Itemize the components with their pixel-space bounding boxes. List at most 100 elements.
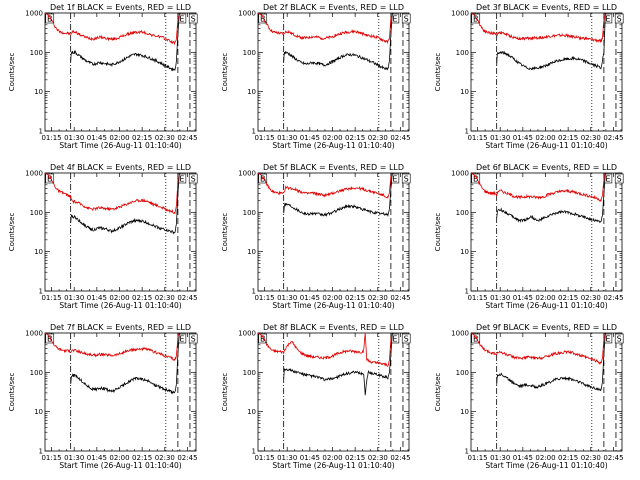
x-tick-label: 02:15 — [345, 294, 365, 302]
y-tick-label: 100 — [30, 369, 43, 377]
x-tick-label: 01:15 — [254, 134, 274, 142]
marker-b: B — [260, 15, 266, 24]
y-tick-label: 10 — [460, 248, 469, 256]
series-lld-red — [258, 13, 394, 45]
chart-title: Det 1f BLACK = Events, RED = LLD — [50, 3, 191, 12]
chart-title: Det 2f BLACK = Events, RED = LLD — [263, 3, 404, 12]
x-tick-label: 01:30 — [277, 134, 297, 142]
x-tick-label: 02:30 — [581, 294, 601, 302]
y-tick-label: 10 — [460, 408, 469, 416]
x-tick-label: 01:15 — [467, 294, 487, 302]
marker-s: S — [617, 175, 622, 184]
series-events-black — [283, 173, 394, 217]
marker-e: E — [392, 175, 397, 184]
x-axis-label: Start Time (26-Aug-11 01:10:40) — [59, 301, 181, 310]
x-tick-label: 01:30 — [64, 294, 84, 302]
y-tick-label: 100 — [243, 209, 256, 217]
marker-box — [614, 173, 624, 184]
y-axis-label: Counts/sec — [8, 373, 16, 412]
marker-b: B — [47, 175, 53, 184]
series-lld-red — [45, 173, 181, 215]
x-tick-label: 02:15 — [132, 134, 152, 142]
x-axis-label: Start Time (26-Aug-11 01:10:40) — [272, 301, 394, 310]
marker-b: B — [47, 335, 53, 344]
y-tick-label: 100 — [456, 49, 469, 57]
x-tick-label: 01:45 — [87, 454, 107, 462]
x-tick-label: 02:15 — [558, 454, 578, 462]
marker-s: S — [191, 335, 196, 344]
x-axis-label: Start Time (26-Aug-11 01:10:40) — [272, 141, 394, 150]
marker-box — [258, 333, 268, 344]
y-tick-label: 1000 — [238, 330, 256, 338]
series-events-black — [70, 333, 181, 395]
y-axis-label: Counts/sec — [434, 373, 442, 412]
x-tick-label: 02:45 — [603, 454, 623, 462]
x-axis-label: Start Time (26-Aug-11 01:10:40) — [485, 301, 607, 310]
x-tick-label: 01:30 — [277, 294, 297, 302]
marker-e: E — [605, 175, 610, 184]
series-lld-red — [45, 13, 181, 46]
y-tick-label: 1000 — [25, 10, 43, 18]
y-axis-label: Counts/sec — [221, 373, 229, 412]
plot-frame — [257, 332, 410, 452]
chart-title: Det 7f BLACK = Events, RED = LLD — [50, 323, 191, 332]
plot-frame — [257, 12, 410, 132]
marker-box — [471, 173, 481, 184]
y-tick-label: 1 — [252, 448, 256, 456]
x-tick-label: 02:00 — [109, 134, 129, 142]
x-tick-label: 01:30 — [490, 134, 510, 142]
x-tick-label: 02:15 — [345, 134, 365, 142]
x-tick-label: 01:45 — [513, 294, 533, 302]
y-tick-label: 1 — [39, 288, 43, 296]
marker-box — [614, 333, 624, 344]
marker-box — [401, 13, 411, 24]
y-tick-label: 1000 — [451, 10, 469, 18]
series-lld-red — [471, 173, 607, 203]
x-tick-label: 02:45 — [603, 294, 623, 302]
y-axis-label: Counts/sec — [221, 213, 229, 252]
chart-title: Det 6f BLACK = Events, RED = LLD — [476, 163, 617, 172]
series-events-black — [283, 13, 394, 71]
x-tick-label: 01:30 — [490, 454, 510, 462]
x-axis-label: Start Time (26-Aug-11 01:10:40) — [485, 141, 607, 150]
marker-box — [45, 333, 55, 344]
marker-s: S — [617, 15, 622, 24]
marker-box — [45, 13, 55, 24]
plot-frame — [470, 172, 623, 292]
y-tick-label: 1 — [39, 128, 43, 136]
series-events-black — [496, 333, 607, 392]
marker-e: E — [392, 15, 397, 24]
marker-e: E — [605, 15, 610, 24]
chart-title: Det 5f BLACK = Events, RED = LLD — [263, 163, 404, 172]
marker-b: B — [260, 335, 266, 344]
x-tick-label: 01:15 — [41, 454, 61, 462]
x-tick-label: 02:15 — [345, 454, 365, 462]
y-tick-label: 1000 — [25, 330, 43, 338]
y-tick-label: 1000 — [238, 10, 256, 18]
series-lld-red — [471, 333, 607, 366]
x-tick-label: 02:45 — [603, 134, 623, 142]
y-tick-label: 100 — [30, 209, 43, 217]
y-tick-label: 100 — [30, 49, 43, 57]
series-lld-red — [45, 333, 181, 362]
series-events-black — [496, 173, 607, 224]
y-tick-label: 10 — [247, 408, 256, 416]
y-tick-label: 1 — [252, 128, 256, 136]
y-tick-label: 1 — [39, 448, 43, 456]
x-axis-label: Start Time (26-Aug-11 01:10:40) — [272, 461, 394, 470]
chart-title: Det 9f BLACK = Events, RED = LLD — [476, 323, 617, 332]
y-tick-label: 100 — [243, 49, 256, 57]
plot-frame — [470, 12, 623, 132]
marker-box — [188, 333, 198, 344]
x-tick-label: 02:00 — [109, 454, 129, 462]
x-tick-label: 02:30 — [581, 134, 601, 142]
chart-title: Det 3f BLACK = Events, RED = LLD — [476, 3, 617, 12]
marker-s: S — [191, 175, 196, 184]
marker-box — [614, 13, 624, 24]
x-tick-label: 01:45 — [300, 134, 320, 142]
